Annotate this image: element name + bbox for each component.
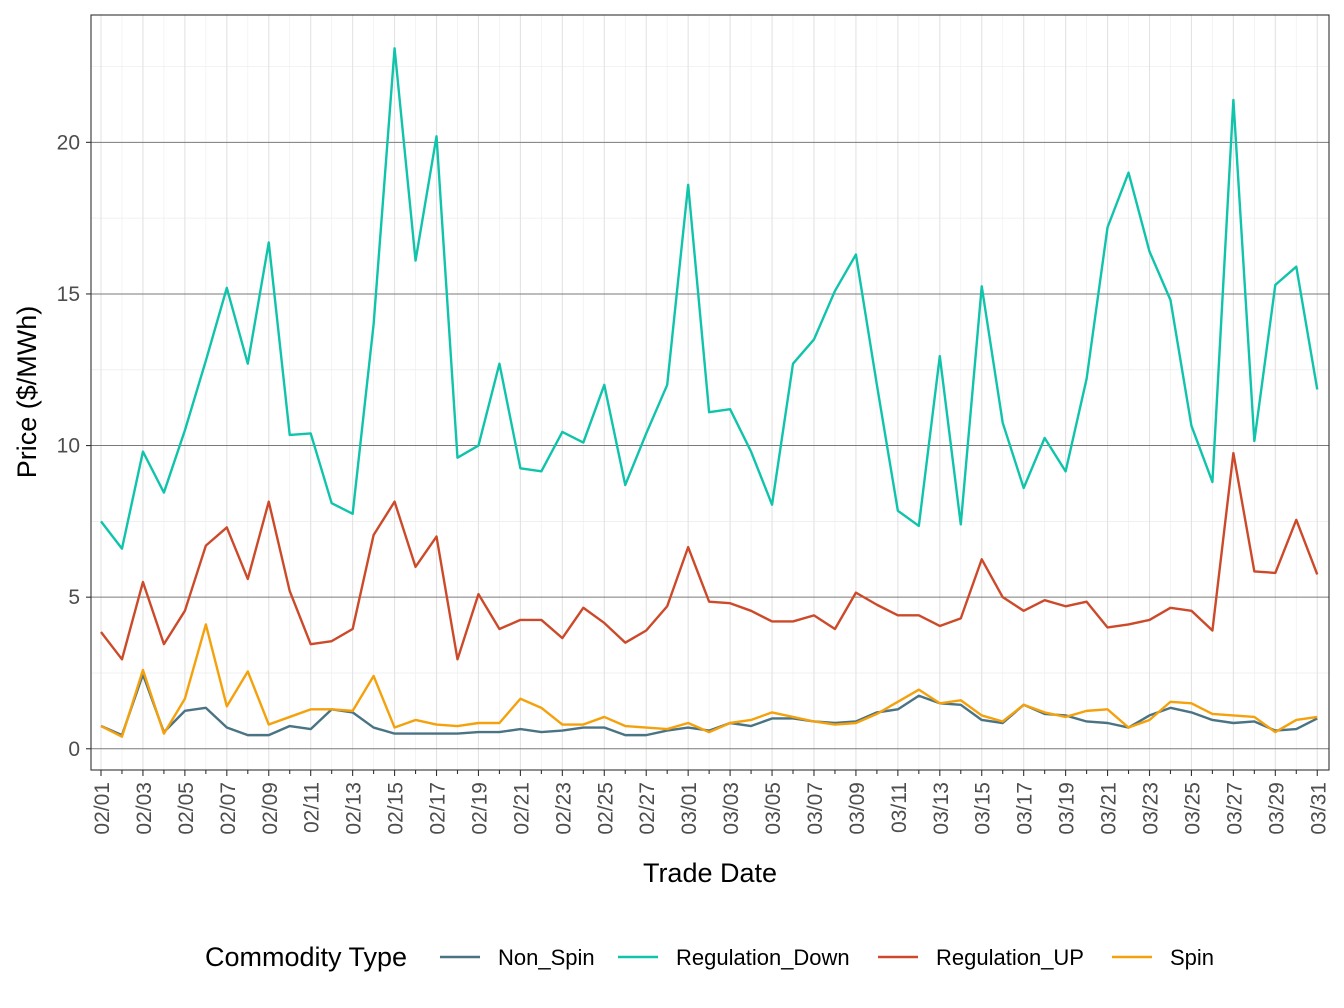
legend: Commodity Type Non_Spin Regulation_Down Re…	[205, 942, 1214, 972]
series-line-regulation-down	[100, 47, 1319, 550]
x-tick-label: 03/25	[1181, 782, 1204, 835]
x-tick-label: 03/11	[888, 782, 911, 833]
legend-item-regulation-up: Regulation_UP	[878, 945, 1084, 970]
x-tick-label: 03/23	[1140, 782, 1163, 835]
major-gridlines	[91, 15, 1329, 770]
x-tick-label: 02/05	[175, 782, 198, 835]
legend-label: Spin	[1170, 945, 1214, 970]
y-tick-label: 0	[68, 738, 80, 761]
x-tick-label: 03/15	[972, 782, 995, 835]
series-line-regulation-up	[100, 451, 1319, 661]
x-tick-label: 03/03	[720, 782, 743, 835]
legend-title: Commodity Type	[205, 942, 407, 972]
x-tick-label: 03/17	[1014, 782, 1037, 835]
x-tick-label: 03/31	[1307, 782, 1330, 835]
x-tick-label: 02/23	[552, 782, 575, 835]
x-tick-label: 02/13	[343, 782, 366, 835]
x-axis: 02/01 02/03 02/05 02/07 02/09 02/11 02/13 02/15…	[91, 770, 1330, 835]
x-axis-title: Trade Date	[643, 858, 777, 888]
minor-gridlines	[91, 15, 1329, 770]
x-tick-label: 03/01	[678, 782, 701, 835]
y-tick-label: 5	[68, 586, 80, 609]
series-lines	[100, 47, 1319, 738]
y-axis-title: Price ($/MWh)	[12, 306, 42, 479]
x-tick-label: 02/27	[636, 782, 659, 835]
y-tick-label: 20	[57, 131, 80, 154]
legend-label: Regulation_UP	[936, 945, 1084, 970]
plot-background	[91, 15, 1329, 770]
plot-panel-border	[90, 14, 1330, 771]
x-tick-label: 02/11	[301, 782, 324, 833]
x-tick-label: 03/19	[1056, 782, 1079, 835]
series-line-spin	[100, 623, 1318, 738]
x-tick-label: 03/09	[846, 782, 869, 835]
y-tick-label: 10	[57, 435, 80, 458]
y-tick-label: 15	[57, 283, 80, 306]
x-tick-label: 02/01	[91, 782, 114, 835]
x-tick-label: 02/25	[594, 782, 617, 835]
x-tick-label: 03/27	[1223, 782, 1246, 835]
x-tick-label: 03/29	[1265, 782, 1288, 835]
x-tick-label: 03/13	[930, 782, 953, 835]
x-tick-label: 02/09	[259, 782, 282, 835]
legend-item-regulation-down: Regulation_Down	[618, 945, 850, 970]
x-tick-label: 02/15	[385, 782, 408, 835]
series-line-non-spin	[100, 673, 1318, 737]
x-tick-label: 02/21	[510, 782, 533, 835]
x-tick-label: 02/03	[133, 782, 156, 835]
legend-item-spin: Spin	[1112, 945, 1214, 970]
x-tick-label: 02/19	[469, 782, 492, 835]
x-tick-label: 03/21	[1098, 782, 1121, 835]
x-tick-label: 03/05	[762, 782, 785, 835]
y-axis: 0 5 10 15 20	[57, 131, 91, 761]
legend-label: Non_Spin	[498, 945, 595, 970]
x-tick-label: 02/17	[427, 782, 450, 835]
legend-label: Regulation_Down	[676, 945, 850, 970]
legend-item-non-spin: Non_Spin	[440, 945, 595, 970]
x-tick-label: 02/07	[217, 782, 240, 835]
x-tick-label: 03/07	[804, 782, 827, 835]
